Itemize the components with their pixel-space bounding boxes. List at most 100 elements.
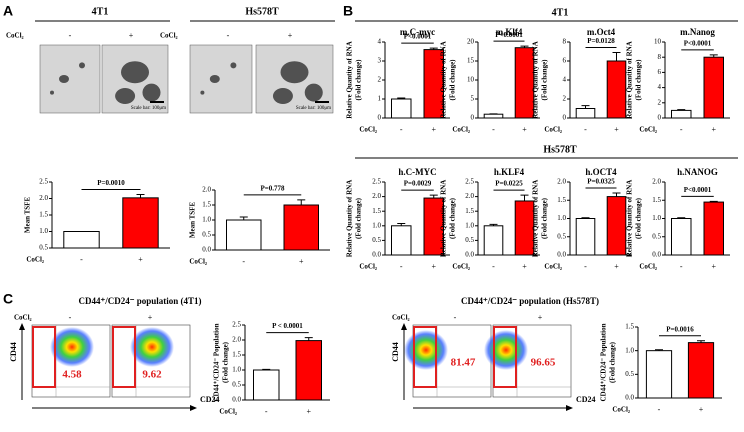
micrograph (39, 44, 101, 114)
scale-bar-label: Scale bar: 100μm (296, 106, 331, 111)
y-axis-label: (Fold change) (635, 197, 643, 239)
spheroid (79, 62, 85, 69)
bar (483, 225, 504, 256)
bar (63, 231, 100, 249)
condition-label: CoCl₂ (160, 32, 178, 40)
y-tick-label: 0.5 (232, 381, 241, 389)
y-axis-label: (Fold change) (355, 197, 363, 239)
p-value: P=0.0010 (97, 179, 125, 187)
y-axis-label: (Fold change) (449, 59, 457, 101)
group-label: - (227, 31, 230, 40)
group-label: - (454, 313, 457, 322)
x-marker: CD24 (576, 395, 596, 404)
x-tick-label: - (584, 125, 587, 134)
error-bar (697, 340, 705, 343)
x-axis-label: CoCl₂ (26, 256, 44, 264)
y-axis-label: Relative Quantity of RNA (346, 41, 354, 119)
y-tick-label: 2.0 (557, 178, 566, 186)
y-tick-label: 0.0 (465, 251, 474, 259)
bar (671, 218, 692, 256)
bar (295, 340, 322, 401)
x-axis-label: CoCl₂ (639, 126, 657, 134)
error-bar (429, 194, 438, 199)
chart-title: h.C-MYC (398, 167, 436, 177)
error-bar (239, 216, 248, 220)
x-tick-label: - (680, 262, 683, 271)
x-tick-label: + (711, 125, 716, 134)
gate (413, 326, 437, 388)
error-bar (304, 337, 313, 341)
x-tick-label: + (306, 407, 311, 416)
x-tick-label: + (522, 262, 527, 271)
y-axis-label: (Fold change) (541, 59, 549, 101)
y-tick-label: 0.5 (465, 236, 474, 244)
x-axis-label: CoCl₂ (359, 263, 377, 271)
y-tick-label: 4 (378, 38, 382, 46)
y-tick-label: 0.0 (372, 251, 381, 259)
chart-title: h.NANOG (677, 167, 718, 177)
spheroid (200, 90, 205, 95)
y-tick-label: 2 (658, 98, 662, 106)
x-axis-label: CoCl₂ (612, 406, 630, 414)
x-tick-label: - (400, 125, 403, 134)
panel-letter: B (343, 3, 353, 19)
arrow-head (566, 405, 573, 411)
event-cloud (50, 327, 94, 367)
y-tick-label: 0.0 (232, 396, 241, 404)
y-tick-label: 10 (467, 76, 475, 84)
cell-line-header: Hs578T (543, 144, 577, 155)
condition-label: CoCl₂ (392, 314, 410, 322)
bar (253, 369, 280, 401)
p-value: P<0.0001 (684, 186, 712, 194)
x-axis-label: CoCl₂ (544, 126, 562, 134)
y-axis-label: CD44⁺/CD24⁻ Population (600, 323, 608, 401)
y-tick-label: 6 (563, 57, 567, 65)
error-bar (397, 222, 406, 226)
event-cloud (404, 330, 448, 370)
error-bar (655, 349, 663, 351)
panel-letter: C (3, 291, 13, 307)
x-tick-label: - (584, 262, 587, 271)
y-tick-label: 0.5 (202, 231, 211, 239)
bar (575, 218, 596, 256)
panel-letter: A (3, 3, 13, 19)
x-tick-label: - (242, 257, 245, 266)
p-value: P<0.0001 (404, 33, 432, 41)
x-tick-label: + (299, 257, 304, 266)
x-tick-label: - (680, 125, 683, 134)
y-axis-label: (Fold change) (635, 59, 643, 101)
gate (112, 326, 136, 388)
cell-line-header: 4T1 (92, 6, 109, 17)
y-tick-label: 0.0 (652, 251, 661, 259)
y-marker: CD44 (391, 342, 400, 362)
spheroid (209, 75, 220, 83)
y-tick-label: 2.0 (39, 194, 48, 202)
p-value: P=0.0029 (404, 180, 432, 188)
error-bar (136, 194, 145, 198)
arrow-head (19, 323, 25, 330)
group-label: + (148, 313, 153, 322)
spheroid (272, 88, 293, 104)
bar (671, 109, 692, 119)
x-tick-label: + (431, 262, 436, 271)
p-value: P=0.0016 (666, 325, 694, 333)
spheroid (230, 62, 237, 69)
p-value: P=0.0225 (495, 180, 523, 188)
spheroid (115, 88, 136, 104)
y-axis-label: Mean TSFE (24, 197, 32, 234)
x-tick-label: - (400, 262, 403, 271)
y-tick-label: 0 (378, 114, 382, 122)
x-axis-label: CoCl₂ (359, 126, 377, 134)
y-tick-label: 1.0 (39, 227, 48, 235)
y-tick-label: 2 (563, 95, 567, 103)
bar (687, 342, 715, 399)
error-bar (262, 368, 271, 370)
y-tick-label: 0.0 (202, 246, 211, 254)
x-tick-label: - (80, 255, 83, 264)
y-tick-label: 1.5 (465, 207, 474, 215)
chart-title: m.Nanog (680, 27, 715, 37)
y-tick-label: 1 (378, 95, 382, 103)
x-axis-label: CoCl₂ (544, 263, 562, 271)
bar (283, 204, 319, 251)
